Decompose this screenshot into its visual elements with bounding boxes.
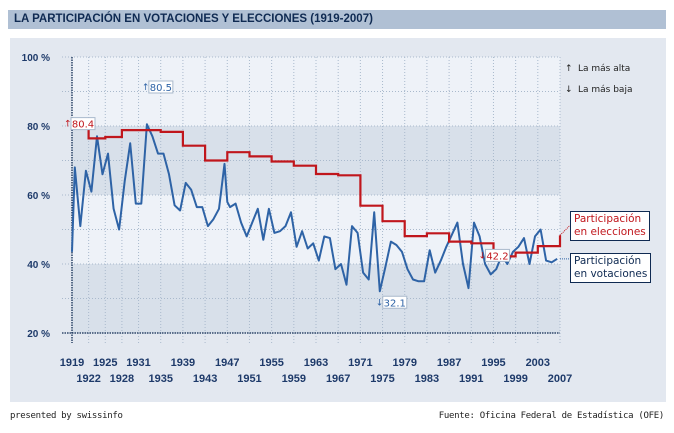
annotation-label: 32.1: [384, 298, 406, 309]
arrow-up-icon: ↑: [142, 83, 150, 93]
x-tick-label: 1943: [193, 373, 217, 385]
x-tick-label: 1939: [171, 357, 195, 369]
x-tick-label: 2007: [548, 373, 572, 385]
x-tick-label: 1975: [370, 373, 394, 385]
annotation-label: 80.4: [72, 120, 94, 131]
axes: [62, 57, 560, 343]
annotation-label: 42.2: [486, 251, 508, 262]
x-tick-label: 1967: [326, 373, 350, 385]
footer-source: Fuente: Oficina Federal de Estadística (…: [438, 411, 665, 421]
footer-credit: presented by swissinfo: [10, 411, 123, 421]
x-tick-label: 1999: [503, 373, 527, 385]
annotations: ↑ 80.4↑ 80.5↓ 32.1↓ 42.2: [64, 80, 510, 309]
legend-highest-label: La más alta: [578, 64, 630, 74]
x-tick-labels: 1919 1925 1931 1939 1947 1955 1963 1971 1979 1987…: [60, 357, 572, 385]
annotation-box: [484, 248, 510, 262]
arrow-up-icon: ↑: [565, 64, 573, 74]
arrow-down-icon: ↓: [478, 251, 486, 261]
x-tick-label: 1991: [459, 373, 483, 385]
y-tick-label: 80 %: [27, 122, 50, 133]
x-tick-label: 1931: [126, 357, 150, 369]
annotation-box: [70, 117, 96, 131]
x-tick-label: 1959: [282, 373, 306, 385]
legend-votes-line1: Participación: [574, 255, 642, 267]
chart-title-bar: LA PARTICIPACIÓN EN VOTACIONES Y ELECCIO…: [8, 10, 666, 29]
x-tick-label: 1935: [148, 373, 172, 385]
arrow-down-icon: ↓: [376, 298, 384, 308]
elections-step-line: [71, 123, 562, 258]
x-tick-label: 1925: [93, 357, 117, 369]
y-tick-label: 20 %: [27, 329, 50, 340]
x-tick-label: 1995: [481, 357, 505, 369]
elections-connector: [559, 225, 571, 236]
annotation-42-2: ↓ 42.2: [478, 248, 510, 262]
arrow-up-icon: ↑: [64, 120, 72, 130]
x-tick-label: 2003: [526, 357, 550, 369]
x-tick-label: 1928: [110, 373, 134, 385]
x-tick-label: 1951: [237, 373, 261, 385]
annotation-80-4: ↑ 80.4: [64, 117, 96, 131]
x-tick-label: 1919: [60, 357, 84, 369]
legend-markers: ↑ La más alta ↓ La más baja: [565, 64, 632, 95]
legend-elections-line1: Participación: [574, 213, 642, 225]
y-tick-label: 100 %: [22, 53, 50, 64]
x-tick-label: 1922: [76, 373, 100, 385]
annotation-80-5: ↑ 80.5: [142, 80, 174, 94]
y-tick-label: 40 %: [27, 260, 50, 271]
legend-connectors: [559, 225, 571, 260]
series-lines: [71, 123, 562, 293]
legend-votes: Participación en votaciones: [570, 253, 652, 283]
x-tick-label: 1955: [259, 357, 283, 369]
annotation-box: [382, 295, 408, 309]
arrow-down-icon: ↓: [565, 85, 573, 95]
x-tick-label: 1979: [392, 357, 416, 369]
legend-elections: Participación en elecciones: [570, 211, 650, 241]
annotation-box: [148, 80, 174, 94]
legend-votes-line2: en votaciones: [574, 268, 648, 280]
chart-title: LA PARTICIPACIÓN EN VOTACIONES Y ELECCIO…: [14, 13, 373, 25]
annotation-32-1: ↓ 32.1: [376, 295, 408, 309]
legend-elections-line2: en elecciones: [574, 226, 646, 238]
x-tick-label: 1983: [415, 373, 439, 385]
x-tick-label: 1963: [304, 357, 328, 369]
x-tick-label: 1987: [437, 357, 461, 369]
legend-lowest-label: La más baja: [578, 85, 632, 95]
y-tick-labels: 20 % 40 % 60 % 80 % 100 %: [22, 53, 50, 340]
annotation-label: 80.5: [150, 83, 172, 94]
band-40-20: [72, 264, 560, 333]
x-tick-label: 1971: [348, 357, 372, 369]
x-tick-label: 1947: [215, 357, 239, 369]
y-tick-label: 60 %: [27, 191, 50, 202]
votes-line: [71, 123, 558, 293]
